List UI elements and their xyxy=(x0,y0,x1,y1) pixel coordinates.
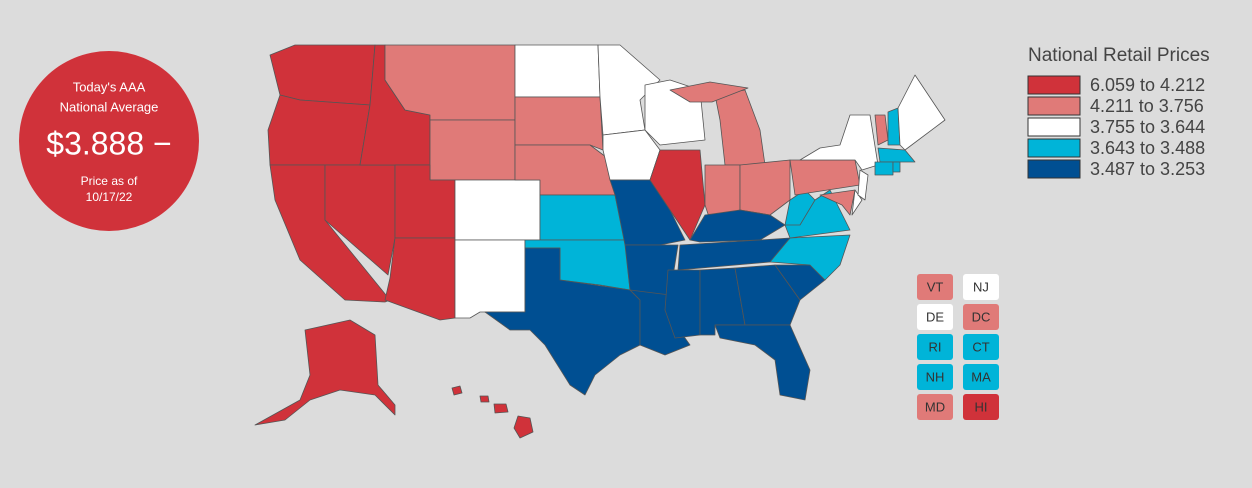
small-state-box xyxy=(917,364,953,390)
small-state-label: RI xyxy=(929,339,942,354)
small-state-label: NJ xyxy=(973,279,989,294)
legend-swatch xyxy=(1027,117,1081,137)
small-state-label: MA xyxy=(971,369,991,384)
state xyxy=(514,44,601,98)
small-state-label: MD xyxy=(925,399,945,414)
state xyxy=(597,44,661,136)
small-state-box xyxy=(963,304,999,330)
state xyxy=(479,395,490,403)
small-state-label: CT xyxy=(972,339,989,354)
state xyxy=(714,324,811,401)
state xyxy=(874,161,894,176)
state xyxy=(877,147,916,163)
state xyxy=(539,194,626,241)
state xyxy=(819,189,856,216)
small-state-box xyxy=(963,364,999,390)
small-state-label: NH xyxy=(926,369,945,384)
state xyxy=(254,319,396,426)
small-state-box xyxy=(917,304,953,330)
small-state-label: DC xyxy=(972,309,991,324)
legend-label: 6.059 to 4.212 xyxy=(1090,75,1205,95)
states xyxy=(254,44,946,439)
legend-swatch xyxy=(1027,138,1081,158)
small-state-box xyxy=(963,274,999,300)
average-badge xyxy=(19,51,199,231)
state xyxy=(267,94,371,166)
legend-swatch xyxy=(1027,96,1081,116)
state xyxy=(734,264,801,326)
state xyxy=(513,415,534,439)
legend-label: 3.755 to 3.644 xyxy=(1090,117,1205,137)
legend-swatch xyxy=(1027,75,1081,95)
state xyxy=(799,114,879,171)
legend-label: 3.487 to 3.253 xyxy=(1090,159,1205,179)
state xyxy=(857,169,869,201)
legend-label: 4.211 to 3.756 xyxy=(1090,96,1204,116)
small-state-label: HI xyxy=(975,399,988,414)
badge-heading: National Average xyxy=(60,99,159,114)
legend-swatch xyxy=(1027,159,1081,179)
small-state-box xyxy=(917,334,953,360)
small-state-box xyxy=(963,334,999,360)
state xyxy=(454,179,541,241)
badge-date: Price as of xyxy=(81,174,138,188)
small-state-label: VT xyxy=(927,279,944,294)
state xyxy=(897,74,946,151)
state xyxy=(739,159,791,216)
state xyxy=(669,81,749,103)
small-state-box xyxy=(917,394,953,420)
state xyxy=(451,385,463,396)
small-state-box xyxy=(917,274,953,300)
state xyxy=(429,119,516,181)
legend-label: 3.643 to 3.488 xyxy=(1090,138,1205,158)
state xyxy=(689,209,786,243)
state xyxy=(892,161,901,173)
state xyxy=(484,247,641,396)
state xyxy=(664,269,701,339)
small-state-label: DE xyxy=(926,309,944,324)
legend-title: National Retail Prices xyxy=(1028,45,1210,66)
badge-price: $3.888 − xyxy=(46,125,171,161)
state xyxy=(493,403,509,414)
badge-heading: Today's AAA xyxy=(73,79,146,94)
small-state-box xyxy=(963,394,999,420)
state xyxy=(454,239,526,319)
badge-date: 10/17/22 xyxy=(86,190,133,204)
state xyxy=(514,96,604,151)
state xyxy=(384,44,516,121)
state xyxy=(269,44,376,106)
